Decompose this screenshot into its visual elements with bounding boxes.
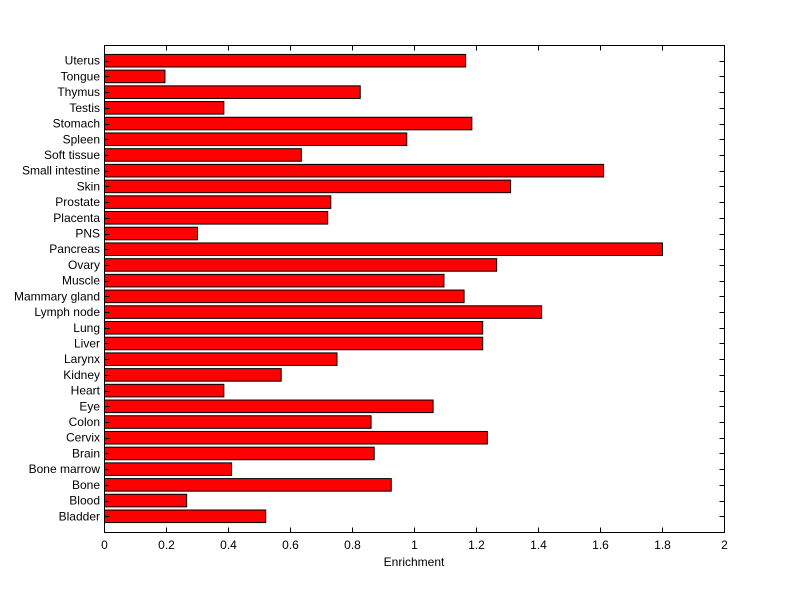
y-tick-label: Spleen [63, 132, 100, 146]
y-tick-label: Prostate [55, 195, 100, 209]
bar-lymph-node [104, 305, 543, 319]
bar-tongue [104, 69, 166, 84]
bar-bladder [104, 509, 267, 524]
bar-blood [104, 493, 188, 508]
bar-colon [104, 415, 372, 429]
y-tick-label: Uterus [65, 54, 100, 68]
x-axis-label: Enrichment [384, 555, 445, 569]
y-tick-label: Heart [71, 384, 101, 398]
x-tick-label: 0.2 [158, 538, 175, 552]
y-tick-label: Muscle [62, 274, 100, 288]
bar-muscle [104, 273, 445, 288]
y-tick-label: Pancreas [49, 242, 100, 256]
bar-liver [104, 336, 484, 351]
x-tick-label: 0 [101, 538, 108, 552]
bar-placenta [104, 211, 329, 225]
y-tick-label: Eye [79, 399, 100, 413]
y-tick-label: Soft tissue [44, 148, 100, 162]
y-tick-label: Small intestine [22, 164, 100, 178]
x-axis-ticks: 0 0.2 0.4 0.6 0.8 1 1.2 1.4 1.6 1.8 2 [101, 45, 728, 552]
x-tick-label: 1.4 [530, 538, 547, 552]
bar-bone-marrow [104, 462, 233, 476]
bar-skin [104, 179, 512, 194]
bar-pancreas [104, 242, 663, 257]
bar-small-intestine [104, 163, 605, 178]
bar-heart [104, 383, 225, 398]
bar-bone [104, 478, 392, 492]
y-tick-label: PNS [75, 227, 100, 241]
x-tick-label: 2 [721, 538, 728, 552]
bar-lung [104, 320, 484, 335]
y-tick-label: Kidney [63, 368, 100, 382]
bar-eye [104, 399, 434, 414]
y-tick-label: Testis [69, 101, 100, 115]
y-tick-label: Bone marrow [29, 462, 101, 476]
y-tick-label: Skin [77, 179, 100, 193]
y-tick-label: Brain [72, 446, 100, 460]
y-tick-label: Cervix [66, 431, 100, 445]
x-tick-label: 1 [411, 538, 418, 552]
bar-soft-tissue [104, 148, 302, 162]
bar-ovary [104, 258, 498, 272]
y-tick-label: Lymph node [34, 305, 100, 319]
x-tick-label: 1.8 [654, 538, 671, 552]
y-tick-label: Larynx [64, 352, 100, 366]
y-tick-label: Placenta [53, 211, 100, 225]
y-tick-label: Blood [69, 494, 100, 508]
bar-uterus [104, 53, 467, 68]
y-tick-label: Ovary [68, 258, 100, 272]
bar-spleen [104, 132, 408, 147]
bar-brain [104, 446, 375, 461]
x-tick-label: 1.6 [592, 538, 609, 552]
y-tick-label: Stomach [53, 117, 100, 131]
bar-thymus [104, 85, 361, 99]
y-tick-label: Bladder [59, 509, 100, 523]
y-tick-label: Bone [72, 478, 100, 492]
bar-mammary-gland [104, 289, 465, 304]
y-tick-label: Thymus [57, 85, 100, 99]
y-tick-label: Lung [73, 321, 100, 335]
bar-cervix [104, 430, 488, 445]
x-tick-label: 0.4 [220, 538, 237, 552]
bar-prostate [104, 195, 332, 209]
x-tick-label: 0.8 [344, 538, 361, 552]
y-tick-label: Colon [69, 415, 100, 429]
x-tick-label: 0.6 [282, 538, 299, 552]
x-tick-label: 1.2 [468, 538, 485, 552]
bar-larynx [104, 352, 338, 366]
bar-kidney [104, 368, 282, 382]
plot-area-frame [104, 45, 725, 533]
bar-stomach [104, 116, 473, 131]
bar-pns [104, 226, 198, 241]
y-tick-label: Mammary gland [14, 289, 100, 303]
y-tick-label: Tongue [61, 69, 101, 83]
y-tick-label: Liver [74, 336, 100, 350]
bar-testis [104, 101, 225, 115]
